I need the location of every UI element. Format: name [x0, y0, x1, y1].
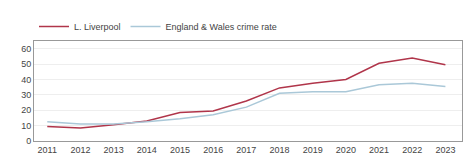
- svg-text:2015: 2015: [170, 145, 190, 155]
- svg-text:20: 20: [21, 105, 31, 115]
- svg-text:2013: 2013: [104, 145, 124, 155]
- svg-text:2022: 2022: [402, 145, 422, 155]
- svg-text:2012: 2012: [70, 145, 90, 155]
- svg-text:10: 10: [21, 121, 31, 131]
- svg-text:2017: 2017: [236, 145, 256, 155]
- svg-text:2018: 2018: [270, 145, 290, 155]
- svg-text:2019: 2019: [303, 145, 323, 155]
- svg-text:0: 0: [26, 136, 31, 146]
- svg-text:England & Wales crime rate: England & Wales crime rate: [166, 22, 277, 32]
- svg-text:2016: 2016: [203, 145, 223, 155]
- svg-text:30: 30: [21, 90, 31, 100]
- svg-text:2011: 2011: [38, 145, 57, 155]
- svg-text:60: 60: [21, 44, 31, 54]
- svg-text:2014: 2014: [137, 145, 157, 155]
- svg-text:2023: 2023: [435, 145, 455, 155]
- svg-text:50: 50: [21, 59, 31, 69]
- svg-text:2021: 2021: [369, 145, 389, 155]
- svg-text:2020: 2020: [336, 145, 356, 155]
- svg-text:L. Liverpool: L. Liverpool: [74, 22, 121, 32]
- svg-text:40: 40: [21, 75, 31, 85]
